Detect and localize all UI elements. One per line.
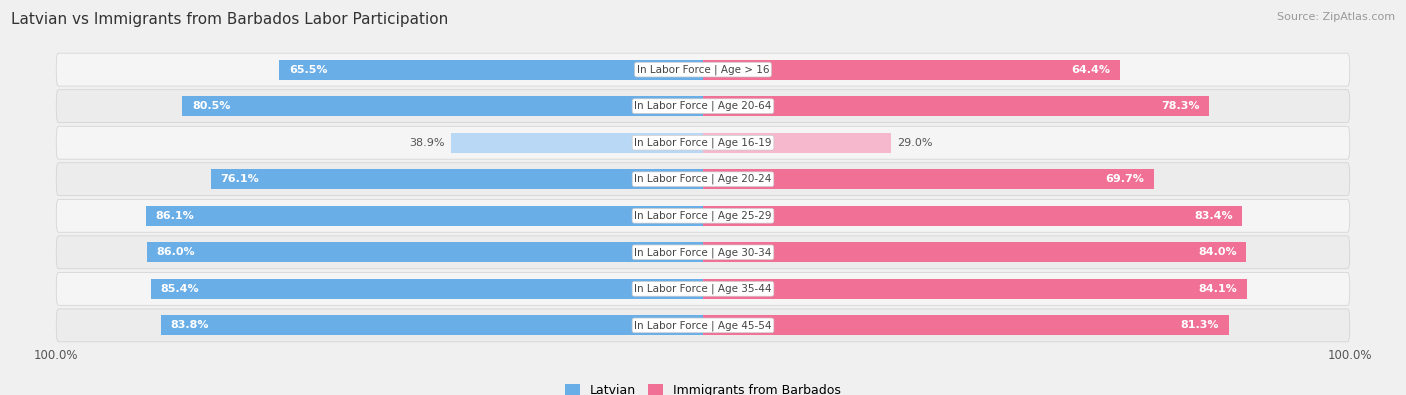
Text: In Labor Force | Age 30-34: In Labor Force | Age 30-34 [634,247,772,258]
FancyBboxPatch shape [56,126,1350,159]
FancyBboxPatch shape [56,199,1350,232]
Bar [703,279,1247,299]
FancyBboxPatch shape [56,309,1350,342]
Text: In Labor Force | Age 16-19: In Labor Force | Age 16-19 [634,137,772,148]
Text: 64.4%: 64.4% [1071,65,1109,75]
FancyBboxPatch shape [56,236,1350,269]
Text: 84.1%: 84.1% [1198,284,1237,294]
Bar [703,169,1154,189]
Bar [703,133,890,153]
Legend: Latvian, Immigrants from Barbados: Latvian, Immigrants from Barbados [560,379,846,395]
Text: 29.0%: 29.0% [897,138,932,148]
Text: 86.1%: 86.1% [156,211,194,221]
FancyBboxPatch shape [56,53,1350,86]
Text: Source: ZipAtlas.com: Source: ZipAtlas.com [1277,12,1395,22]
Text: In Labor Force | Age > 16: In Labor Force | Age > 16 [637,64,769,75]
Text: 86.0%: 86.0% [156,247,195,257]
Text: In Labor Force | Age 25-29: In Labor Force | Age 25-29 [634,211,772,221]
FancyBboxPatch shape [56,273,1350,305]
Bar [150,279,703,299]
FancyBboxPatch shape [56,163,1350,196]
Bar [703,96,1209,116]
Text: 83.8%: 83.8% [170,320,209,330]
Text: 83.4%: 83.4% [1194,211,1233,221]
Bar [703,60,1119,80]
Text: 85.4%: 85.4% [160,284,200,294]
Text: In Labor Force | Age 20-64: In Labor Force | Age 20-64 [634,101,772,111]
Text: 78.3%: 78.3% [1161,101,1199,111]
Bar [183,96,703,116]
Text: 38.9%: 38.9% [409,138,444,148]
Text: In Labor Force | Age 20-24: In Labor Force | Age 20-24 [634,174,772,184]
Text: 65.5%: 65.5% [290,65,328,75]
Bar [146,206,703,226]
Text: 69.7%: 69.7% [1105,174,1144,184]
Bar [703,206,1243,226]
Bar [451,133,703,153]
Text: 84.0%: 84.0% [1198,247,1237,257]
Bar [162,315,703,335]
Bar [146,242,703,262]
Text: Latvian vs Immigrants from Barbados Labor Participation: Latvian vs Immigrants from Barbados Labo… [11,12,449,27]
FancyBboxPatch shape [56,90,1350,122]
Text: 76.1%: 76.1% [221,174,259,184]
Bar [703,242,1246,262]
Text: 80.5%: 80.5% [193,101,231,111]
Bar [280,60,703,80]
Text: In Labor Force | Age 45-54: In Labor Force | Age 45-54 [634,320,772,331]
Text: In Labor Force | Age 35-44: In Labor Force | Age 35-44 [634,284,772,294]
Text: 81.3%: 81.3% [1181,320,1219,330]
Bar [211,169,703,189]
Bar [703,315,1229,335]
